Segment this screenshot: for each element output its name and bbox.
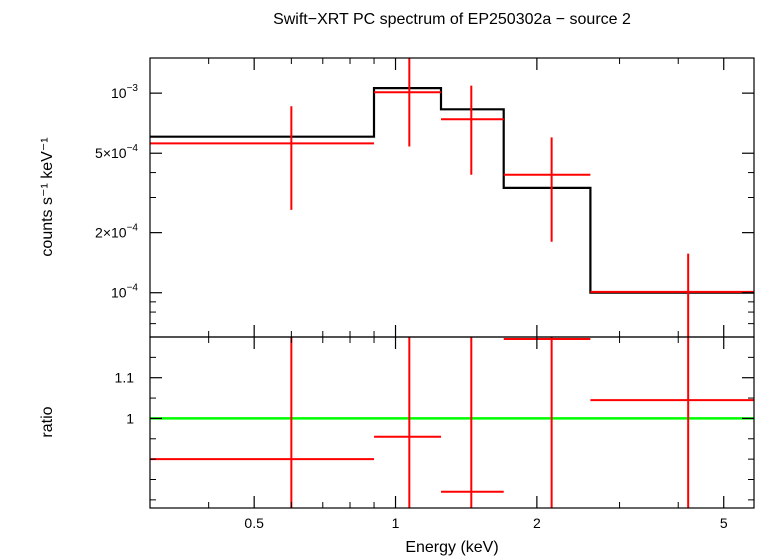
ratio-y-axis-label: ratio bbox=[39, 406, 56, 437]
x-tick-label: 2 bbox=[533, 515, 541, 531]
ratio-panel bbox=[150, 337, 754, 508]
ratio-frame bbox=[149, 336, 755, 509]
spectrum-data-point-4 bbox=[503, 137, 591, 242]
ratio-y-tick-label: 1 bbox=[126, 410, 134, 426]
model-step-line bbox=[150, 87, 754, 294]
x-tick-label: 5 bbox=[720, 515, 728, 531]
ratio-data-point-1 bbox=[150, 337, 375, 508]
spectrum-data-point-3 bbox=[441, 85, 504, 175]
chart-title: Swift−XRT PC spectrum of EP250302a − sou… bbox=[273, 11, 631, 28]
spectrum-y-tick-label: 10−4 bbox=[111, 283, 138, 301]
spectrum-data-point-1 bbox=[150, 106, 375, 210]
ratio-y-tick-label: 1.1 bbox=[115, 370, 135, 386]
spectrum-y-tick-label: 5×10−4 bbox=[95, 143, 138, 161]
spectrum-y-tick-label: 2×10−4 bbox=[95, 223, 138, 241]
ratio-data-point-5 bbox=[590, 337, 754, 508]
ratio-data-point-3 bbox=[441, 337, 504, 508]
x-tick-label: 1 bbox=[392, 515, 400, 531]
x-tick-label: 0.5 bbox=[244, 515, 264, 531]
spectrum-data-point-2 bbox=[374, 58, 442, 147]
spectrum-frame bbox=[149, 57, 755, 338]
spectrum-data-point-5 bbox=[590, 253, 754, 337]
spectrum-y-tick-label: 10−3 bbox=[111, 83, 138, 101]
spectrum-panel bbox=[150, 58, 754, 337]
ratio-data-point-2 bbox=[374, 337, 442, 508]
spectrum-y-axis-label: counts s⁻¹ keV⁻¹ bbox=[39, 137, 56, 256]
ratio-data-point-4 bbox=[503, 337, 591, 508]
x-axis-label: Energy (keV) bbox=[405, 539, 498, 556]
